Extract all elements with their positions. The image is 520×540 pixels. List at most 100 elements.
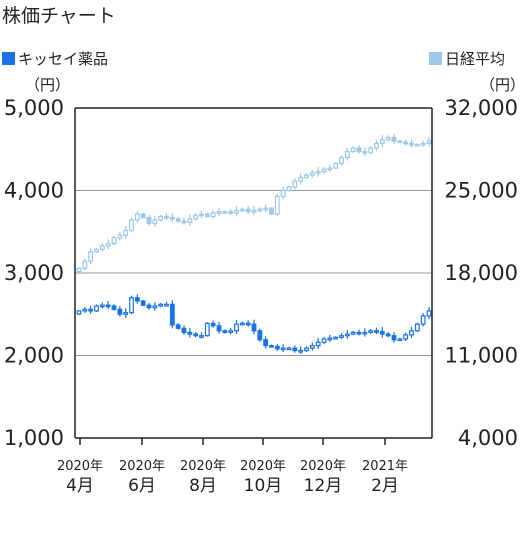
x-tick-month: 2月	[371, 476, 399, 496]
candle-body	[76, 267, 82, 273]
candle-body	[309, 172, 315, 176]
candle-body	[385, 136, 391, 141]
x-tick-year: 2020年	[57, 459, 103, 474]
legend-swatch-kissei	[2, 52, 15, 65]
candle-body	[327, 337, 333, 341]
candle-body	[123, 312, 129, 315]
candle-body	[321, 168, 327, 173]
candle-body	[379, 139, 385, 144]
candle-body	[298, 176, 304, 182]
candle-body	[420, 315, 426, 325]
candle-body	[152, 305, 158, 309]
candle-body	[397, 140, 403, 144]
candle-body	[105, 304, 111, 308]
candle-body	[391, 335, 397, 341]
candle-body	[426, 310, 432, 317]
candle-body	[269, 207, 274, 215]
candle-body	[368, 147, 374, 154]
candle-body	[321, 338, 327, 343]
candle-body	[234, 323, 239, 332]
candle-body	[269, 345, 274, 348]
candle-body	[414, 143, 420, 147]
candle-body	[362, 331, 368, 335]
candle-body	[228, 211, 234, 214]
candle-body	[420, 142, 426, 146]
candle-body	[234, 209, 239, 214]
right-axis-ticks: 32,000 25,000 18,000 11,000 4,000	[445, 96, 518, 450]
legend-label-kissei: キッセイ薬品	[18, 50, 108, 68]
candle-body	[193, 333, 199, 337]
candle-body	[403, 334, 409, 340]
candle-body	[222, 330, 228, 333]
candle-body	[245, 322, 251, 326]
candle-body	[309, 345, 315, 349]
candle-body	[111, 305, 117, 310]
x-tick-year: 2020年	[300, 459, 346, 474]
nikkei-candles	[76, 133, 432, 273]
candle-body	[339, 156, 344, 164]
x-tick-month: 4月	[66, 476, 94, 496]
candle-body	[210, 322, 216, 327]
right-tick-label: 25,000	[445, 179, 518, 203]
candle-body	[222, 211, 228, 214]
left-axis-unit: （円）	[25, 76, 70, 94]
candle-body	[257, 330, 263, 341]
candle-body	[379, 330, 385, 335]
left-tick-label: 1,000	[4, 426, 64, 450]
candle-body	[286, 186, 292, 192]
candle-body	[134, 297, 140, 302]
candle-body	[409, 330, 414, 336]
candle-body	[409, 142, 414, 146]
candle-body	[304, 347, 309, 352]
candle-body	[152, 219, 158, 225]
right-axis-unit: （円）	[480, 76, 520, 94]
candle-body	[350, 147, 356, 153]
candle-body	[164, 215, 169, 219]
candle-body	[344, 151, 350, 159]
candle-body	[193, 214, 199, 220]
candle-body	[129, 297, 134, 314]
candle-body	[105, 242, 111, 247]
candle-body	[327, 167, 333, 171]
candle-body	[263, 339, 269, 347]
x-tick-month: 10月	[244, 476, 283, 496]
candle-body	[140, 213, 146, 219]
candle-body	[181, 327, 187, 333]
candle-body	[187, 218, 193, 223]
candle-body	[169, 303, 175, 326]
candle-body	[374, 142, 379, 149]
candle-body	[82, 260, 88, 269]
candle-body	[362, 151, 368, 154]
candle-body	[397, 338, 403, 342]
candle-body	[298, 349, 304, 353]
candle-body	[204, 213, 210, 218]
candle-body	[251, 323, 257, 332]
legend-label-nikkei: 日経平均	[445, 50, 505, 68]
candle-body	[146, 304, 152, 309]
candle-body	[94, 248, 99, 253]
candle-body	[146, 217, 152, 225]
candle-body	[274, 345, 280, 350]
x-tick-year: 2021年	[362, 459, 408, 474]
candle-body	[344, 333, 350, 337]
right-tick-label: 32,000	[445, 96, 518, 120]
candle-body	[245, 208, 251, 213]
left-axis-ticks: 5,000 4,000 3,000 2,000 1,000	[4, 96, 64, 450]
candle-body	[251, 209, 257, 213]
candle-body	[140, 300, 146, 306]
kissei-candles	[76, 294, 432, 354]
candle-body	[181, 220, 187, 224]
candle-body	[286, 347, 292, 351]
candle-body	[175, 324, 181, 329]
candle-body	[76, 310, 82, 315]
candle-body	[88, 308, 94, 312]
candle-body	[169, 217, 175, 220]
candle-body	[111, 237, 117, 245]
candle-body	[403, 141, 409, 145]
grid-lines	[75, 190, 432, 356]
candle-body	[210, 212, 216, 218]
candle-body	[280, 189, 286, 197]
candle-body	[187, 331, 193, 335]
x-tick-year: 2020年	[240, 459, 286, 474]
candle-body	[117, 234, 123, 239]
